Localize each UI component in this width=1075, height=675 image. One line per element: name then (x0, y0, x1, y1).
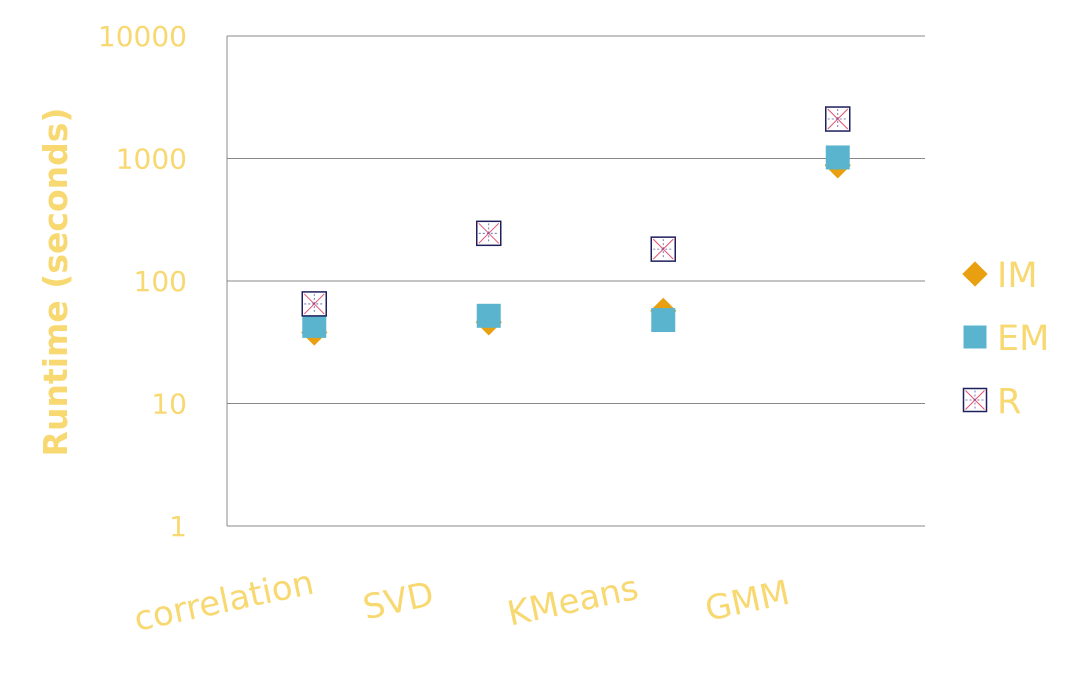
data-points (301, 106, 851, 346)
point-em-gmm (825, 145, 850, 170)
point-em-kmeans (651, 308, 676, 333)
legend-marker-em (963, 325, 987, 349)
legend-label-r: R (997, 382, 1021, 422)
y-tick-100: 100 (134, 265, 187, 298)
point-em-correlation (302, 313, 327, 338)
x-category-gmm: GMM (702, 573, 793, 630)
point-r-svd (476, 220, 502, 247)
point-r-gmm (825, 106, 851, 132)
y-tick-1: 1 (169, 510, 187, 543)
point-r-correlation (301, 291, 327, 317)
legend-label-im: IM (997, 256, 1038, 296)
x-category-svd: SVD (360, 574, 438, 628)
legend: IM EM R (962, 256, 1049, 422)
y-axis-title: Runtime (seconds) (36, 108, 75, 457)
x-category-correlation: correlation (131, 563, 318, 640)
x-category-labels: correlation SVD KMeans GMM (131, 563, 794, 640)
grid-lines (226, 35, 925, 527)
y-tick-labels: 1 10 100 1000 10000 (98, 20, 187, 543)
legend-label-em: EM (997, 319, 1049, 359)
legend-marker-r (962, 387, 988, 413)
y-tick-10: 10 (151, 388, 187, 421)
y-tick-1000: 1000 (116, 143, 187, 176)
y-tick-10000: 10000 (98, 20, 187, 53)
point-em-svd (476, 303, 501, 328)
legend-marker-im (962, 261, 988, 287)
point-r-kmeans (650, 236, 676, 262)
x-category-kmeans: KMeans (504, 568, 642, 635)
